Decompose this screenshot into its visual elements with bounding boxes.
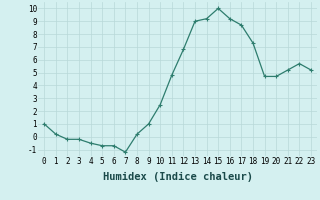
X-axis label: Humidex (Indice chaleur): Humidex (Indice chaleur)	[103, 172, 252, 182]
